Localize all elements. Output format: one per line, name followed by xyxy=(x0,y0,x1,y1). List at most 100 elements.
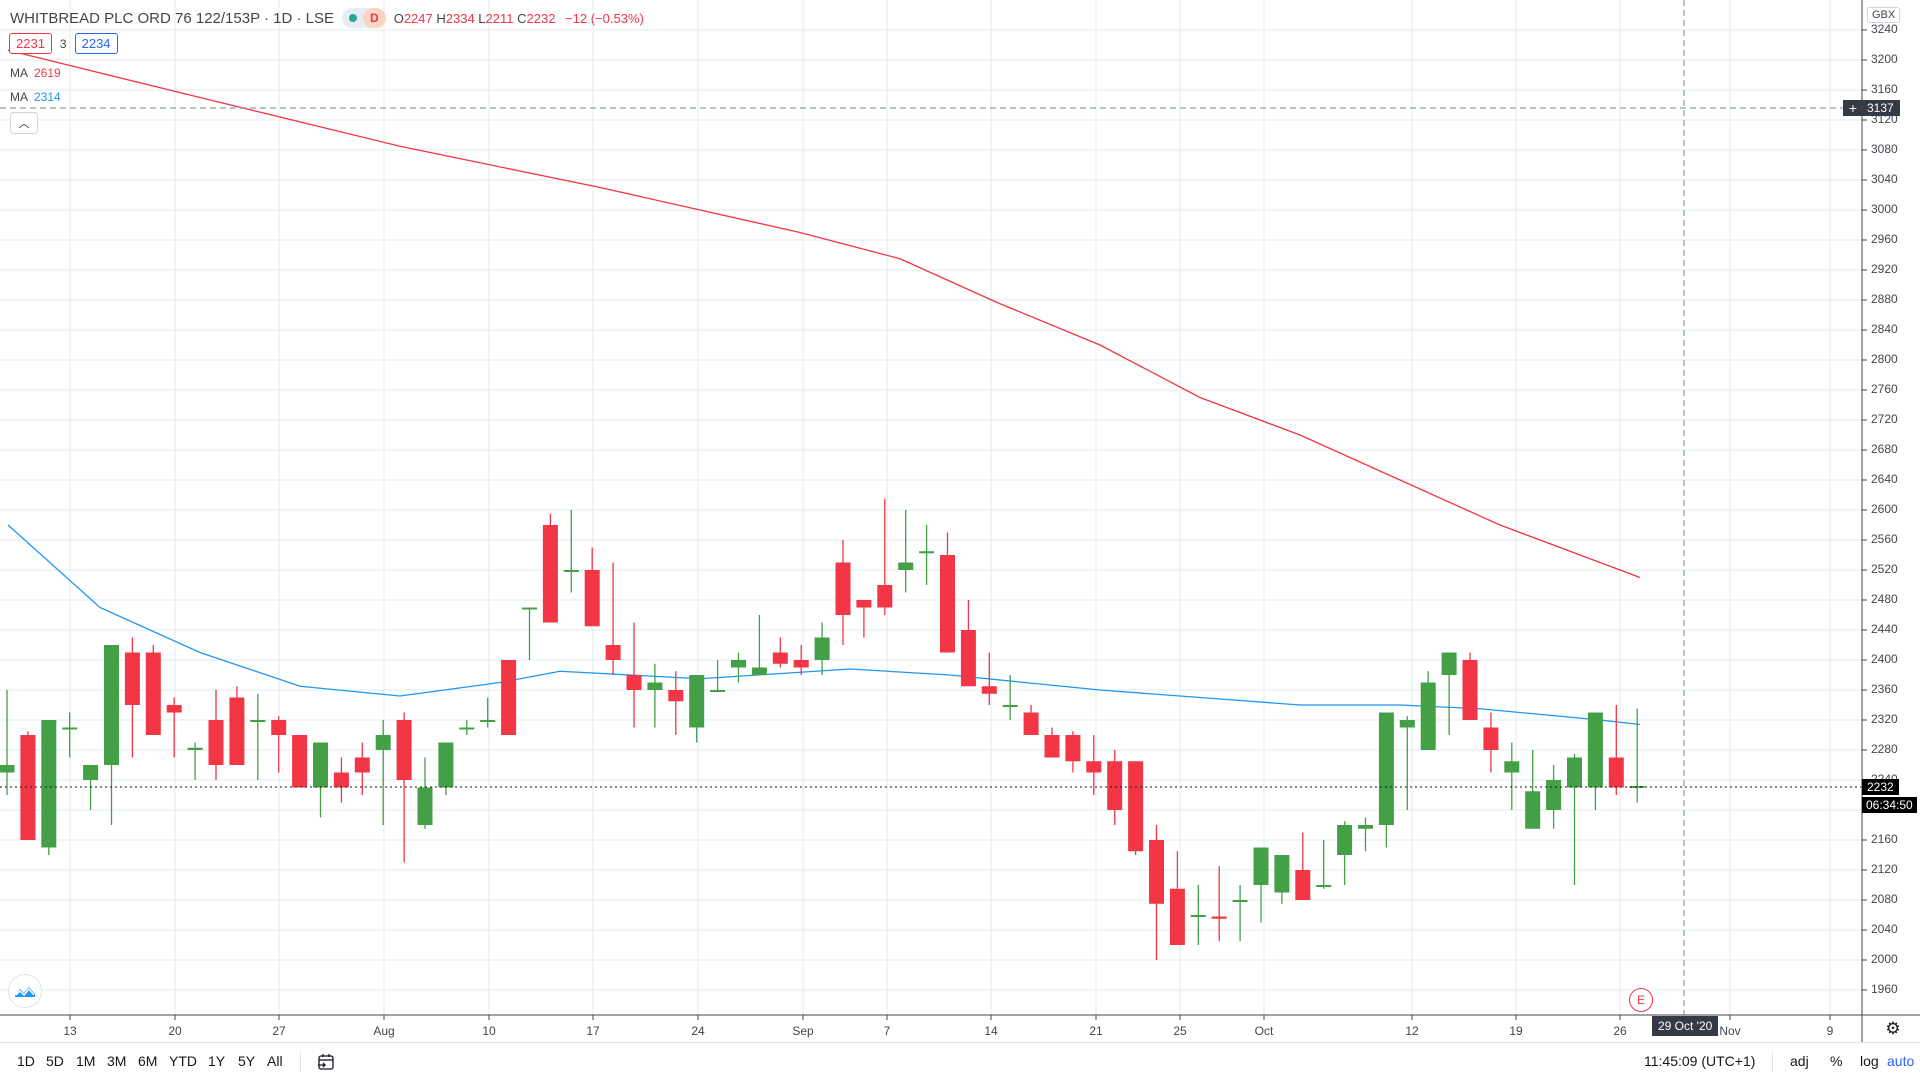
time-tick-label: Oct xyxy=(1254,1024,1274,1038)
settings-button[interactable]: ⚙ xyxy=(1880,1018,1906,1040)
range-1m[interactable]: 1M xyxy=(76,1053,96,1069)
ma-slow-legend[interactable]: MA 2619 xyxy=(10,66,61,80)
chevron-up-icon: ︿ xyxy=(18,118,30,130)
range-ytd[interactable]: YTD xyxy=(169,1053,197,1069)
time-tick-label: 25 xyxy=(1173,1024,1187,1038)
price-tick-label: 2600 xyxy=(1871,502,1898,516)
price-tick-label: 2320 xyxy=(1871,712,1898,726)
price-tick-label: 2840 xyxy=(1871,322,1898,336)
price-tick-label: 2280 xyxy=(1871,742,1898,756)
symbol-title[interactable]: WHITBREAD PLC ORD 76 122/153P · 1D · LSE xyxy=(10,9,335,27)
time-tick-label: 17 xyxy=(586,1024,600,1038)
price-tick-label: 3240 xyxy=(1871,22,1898,36)
time-tick-label: Nov xyxy=(1719,1024,1741,1038)
sell-button[interactable]: 2231 xyxy=(9,33,52,54)
price-tick-label: 2080 xyxy=(1871,892,1898,906)
range-5y[interactable]: 5Y xyxy=(238,1053,256,1069)
adj-toggle[interactable]: adj xyxy=(1790,1053,1809,1069)
ma-fast-value: 2314 xyxy=(34,90,61,104)
market-open-dot-icon xyxy=(349,14,358,22)
moving-average-lines xyxy=(7,49,1641,726)
range-1d[interactable]: 1D xyxy=(17,1053,35,1069)
plus-icon[interactable]: + xyxy=(1848,100,1858,116)
log-toggle[interactable]: log xyxy=(1860,1053,1879,1069)
time-tick-label: 20 xyxy=(168,1024,182,1038)
price-tick-label: 3080 xyxy=(1871,142,1898,156)
grid xyxy=(0,0,1862,1015)
price-tick-label: 2000 xyxy=(1871,952,1898,966)
crosshair-date-label: 29 Oct '20 xyxy=(1652,1016,1719,1036)
clock-timezone[interactable]: 11:45:09 (UTC+1) xyxy=(1644,1053,1756,1069)
range-6m[interactable]: 6M xyxy=(138,1053,158,1069)
ohlc-values: O2247 H2334 L2211 C2232 −12 (−0.53%) xyxy=(393,10,644,26)
price-tick-label: 3000 xyxy=(1871,202,1898,216)
price-tick-label: 2160 xyxy=(1871,832,1898,846)
auto-scale-toggle[interactable]: auto xyxy=(1887,1053,1915,1069)
time-tick-label: 10 xyxy=(482,1024,496,1038)
ma-slow-value: 2619 xyxy=(34,66,61,80)
earnings-marker[interactable]: E xyxy=(1629,988,1653,1012)
chart-legend: WHITBREAD PLC ORD 76 122/153P · 1D · LSE… xyxy=(10,8,644,28)
price-tick-label: 2040 xyxy=(1871,922,1898,936)
collapse-legend-button[interactable]: ︿ xyxy=(10,112,38,134)
time-tick-label: 14 xyxy=(984,1024,998,1038)
time-tick-label: 21 xyxy=(1089,1024,1103,1038)
range-3m[interactable]: 3M xyxy=(107,1053,127,1069)
price-tick-label: 2360 xyxy=(1871,682,1898,696)
last-price-label: 2232 xyxy=(1862,779,1899,795)
price-tick-label: 2560 xyxy=(1871,532,1898,546)
price-tick-label: 2880 xyxy=(1871,292,1898,306)
range-5d[interactable]: 5D xyxy=(46,1053,64,1069)
tradingview-logo[interactable] xyxy=(8,974,42,1008)
range-all[interactable]: All xyxy=(267,1053,283,1069)
price-tick-label: 3160 xyxy=(1871,82,1898,96)
time-tick-label: 12 xyxy=(1405,1024,1419,1038)
price-tick-label: 2440 xyxy=(1871,622,1898,636)
price-tick-label: 2400 xyxy=(1871,652,1898,666)
bottom-toolbar: 1D 5D 1M 3M 6M YTD 1Y 5Y All 11:45:09 (U… xyxy=(0,1042,1920,1081)
crosshair-price-label: + 3137 xyxy=(1843,100,1900,116)
bid-ask-row: 2231 3 2234 xyxy=(9,33,118,54)
change-value: −12 (−0.53%) xyxy=(565,10,644,26)
market-status[interactable]: D xyxy=(342,8,386,28)
close-value: 2232 xyxy=(526,10,556,26)
price-tick-label: 2680 xyxy=(1871,442,1898,456)
time-tick-label: 26 xyxy=(1613,1024,1627,1038)
price-tick-label: 2480 xyxy=(1871,592,1898,606)
price-tick-label: 3040 xyxy=(1871,172,1898,186)
time-tick-label: 27 xyxy=(272,1024,286,1038)
time-tick-label: 7 xyxy=(883,1024,891,1038)
range-1y[interactable]: 1Y xyxy=(208,1053,226,1069)
time-tick-label: Sep xyxy=(792,1024,814,1038)
price-tick-label: 2960 xyxy=(1871,232,1898,246)
price-tick-label: 2120 xyxy=(1871,862,1898,876)
spread-value: 3 xyxy=(59,36,67,51)
price-tick-label: 2520 xyxy=(1871,562,1898,576)
time-axis-ticks xyxy=(69,1015,1831,1020)
calendar-goto-icon[interactable] xyxy=(316,1052,336,1072)
time-tick-label: 19 xyxy=(1509,1024,1523,1038)
open-value: 2247 xyxy=(403,10,433,26)
price-tick-label: 2760 xyxy=(1871,382,1898,396)
low-value: 2211 xyxy=(485,10,514,26)
price-tick-label: 2920 xyxy=(1871,262,1898,276)
gear-icon: ⚙ xyxy=(1885,1019,1901,1038)
time-tick-label: 13 xyxy=(63,1024,77,1038)
toolbar-divider xyxy=(1772,1051,1773,1073)
high-value: 2334 xyxy=(445,10,475,26)
percent-toggle[interactable]: % xyxy=(1830,1053,1843,1069)
ma-fast-legend[interactable]: MA 2314 xyxy=(10,90,61,104)
price-tick-label: 3200 xyxy=(1871,52,1898,66)
toolbar-divider xyxy=(300,1051,301,1073)
price-axis-ticks xyxy=(1862,29,1867,991)
buy-button[interactable]: 2234 xyxy=(74,33,118,54)
price-tick-label: 2800 xyxy=(1871,352,1898,366)
candlestick-series[interactable] xyxy=(0,498,1645,960)
price-tick-label: 2640 xyxy=(1871,472,1898,486)
time-tick-label: 24 xyxy=(691,1024,705,1038)
bar-countdown: 06:34:50 xyxy=(1862,797,1917,813)
price-tick-label: 2720 xyxy=(1871,412,1898,426)
time-tick-label: Aug xyxy=(373,1024,395,1038)
currency-label[interactable]: GBX xyxy=(1867,7,1901,23)
